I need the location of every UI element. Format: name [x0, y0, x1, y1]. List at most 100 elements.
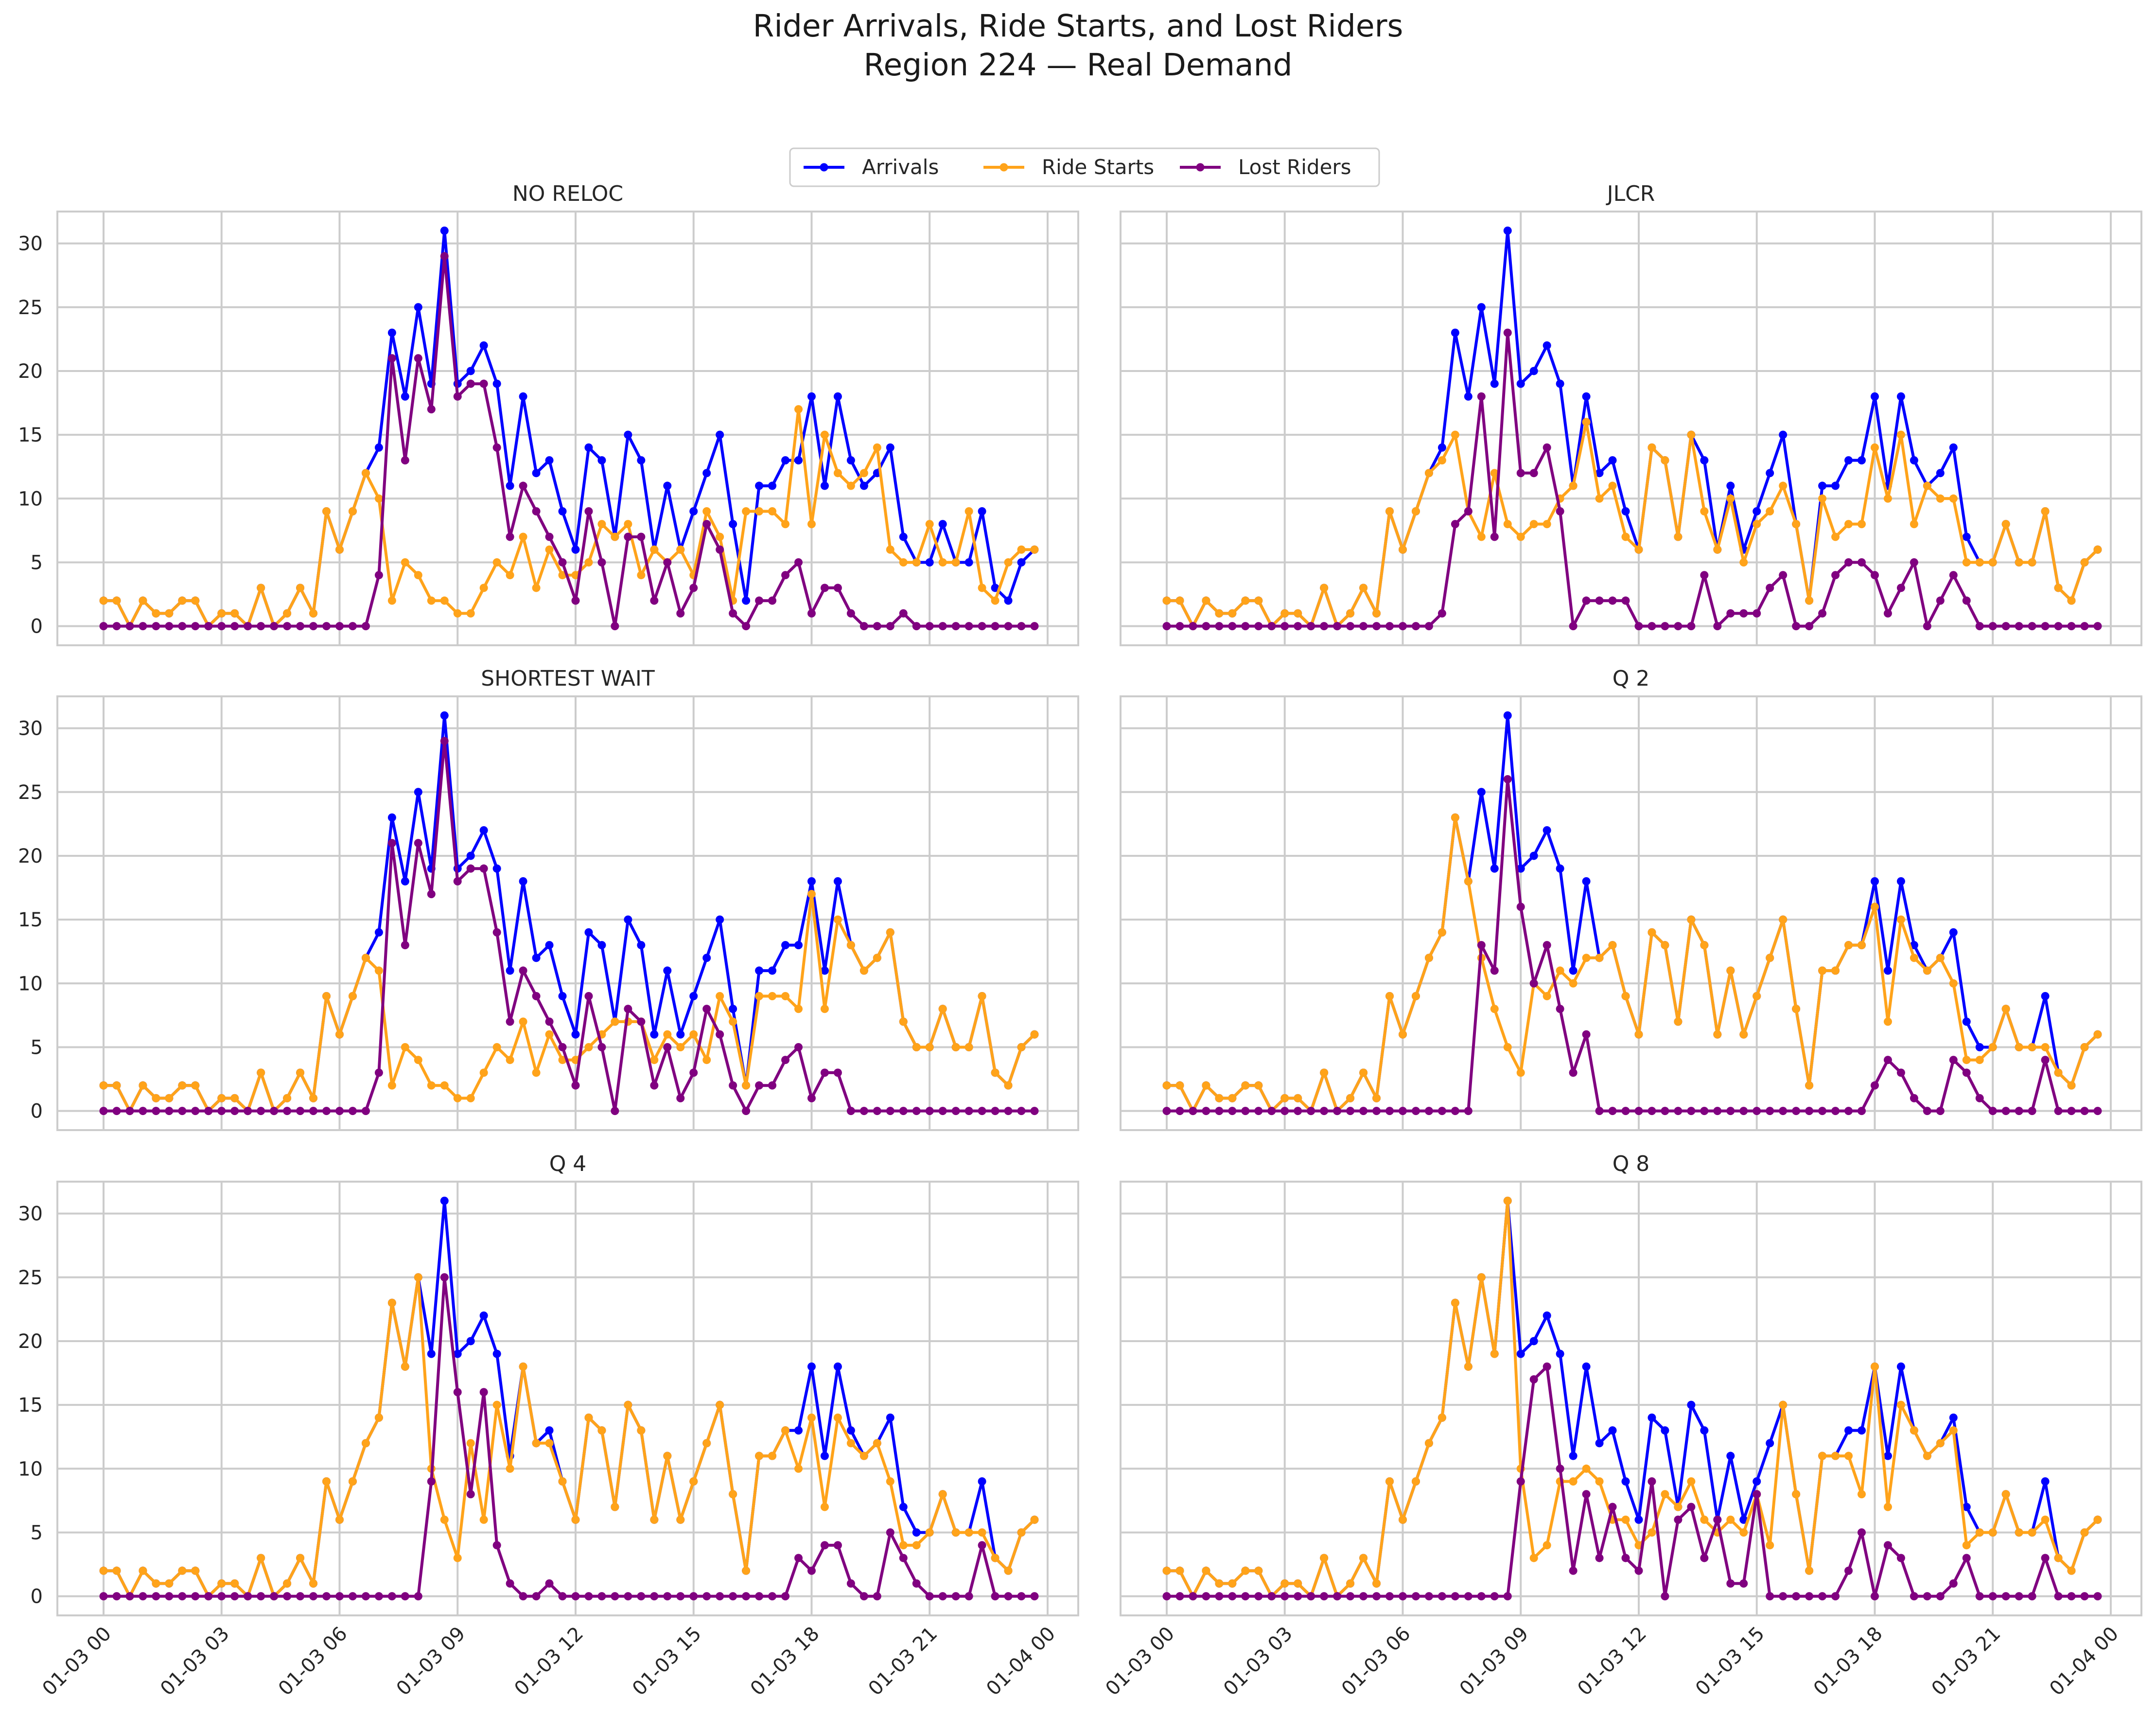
data-point	[479, 1388, 488, 1397]
data-point	[1451, 328, 1459, 337]
data-point	[1936, 469, 1945, 478]
data-point	[191, 1081, 200, 1090]
data-point	[1713, 1515, 1722, 1524]
data-point	[1516, 1477, 1525, 1486]
data-point	[1753, 609, 1761, 618]
data-point	[1569, 1477, 1578, 1486]
data-point	[466, 367, 475, 375]
data-point	[1411, 1592, 1420, 1601]
data-point	[112, 1566, 121, 1575]
data-point	[702, 1439, 711, 1448]
data-point	[1634, 622, 1643, 631]
data-point	[1228, 1107, 1237, 1116]
data-point	[1280, 1579, 1289, 1588]
data-point	[414, 788, 422, 797]
data-point	[1883, 494, 1892, 503]
data-point	[309, 1592, 318, 1601]
data-point	[1424, 622, 1433, 631]
data-point	[1280, 1094, 1289, 1102]
data-point	[479, 1515, 488, 1524]
data-point	[230, 609, 239, 618]
data-point	[348, 507, 357, 516]
data-point	[1923, 622, 1931, 631]
data-point	[466, 851, 475, 860]
legend-swatch-marker	[1196, 163, 1205, 172]
data-point	[859, 469, 868, 478]
data-point	[1634, 545, 1643, 554]
data-point	[283, 1579, 292, 1588]
data-point	[991, 1107, 999, 1116]
data-point	[2093, 545, 2102, 554]
data-point	[807, 890, 816, 899]
data-point	[1228, 622, 1237, 631]
data-point	[938, 1005, 947, 1013]
data-point	[492, 558, 501, 567]
data-point	[440, 226, 449, 235]
series-line-ride-starts	[104, 407, 1034, 628]
data-point	[2041, 1477, 2050, 1486]
data-point	[2041, 1056, 2050, 1064]
data-point	[1858, 520, 1866, 529]
data-point	[1910, 1592, 1918, 1601]
data-point	[1883, 609, 1892, 618]
data-point	[1674, 532, 1683, 541]
data-point	[348, 622, 357, 631]
data-point	[453, 1554, 462, 1562]
data-point	[1215, 1094, 1224, 1102]
data-point	[1490, 1592, 1499, 1601]
data-point	[374, 494, 383, 503]
data-point	[1241, 596, 1250, 605]
data-point	[1910, 941, 1918, 950]
data-point	[1582, 1030, 1591, 1039]
data-point	[1437, 443, 1446, 452]
data-point	[846, 1107, 855, 1116]
data-point	[650, 1056, 659, 1064]
data-point	[859, 966, 868, 975]
data-point	[768, 1592, 777, 1601]
data-point	[807, 877, 816, 886]
data-point	[1254, 1081, 1263, 1090]
data-point	[571, 1081, 580, 1090]
data-point	[1896, 1554, 1905, 1562]
data-point	[1988, 1043, 1997, 1051]
data-point	[978, 584, 986, 592]
data-point	[1569, 1566, 1578, 1575]
data-point	[1674, 622, 1683, 631]
data-point	[1831, 1107, 1840, 1116]
data-point	[296, 1554, 305, 1562]
data-point	[519, 1017, 527, 1026]
data-point	[873, 443, 881, 452]
data-point	[348, 1107, 357, 1116]
data-point	[1294, 1579, 1302, 1588]
data-point	[1792, 1005, 1801, 1013]
data-point	[112, 596, 121, 605]
x-tick-label: 01-03 12	[1573, 1623, 1651, 1700]
data-point	[650, 1592, 659, 1601]
data-point	[912, 1043, 921, 1051]
data-point	[859, 481, 868, 490]
data-point	[545, 1017, 554, 1026]
data-point	[230, 1579, 239, 1588]
data-point	[1949, 1413, 1958, 1422]
data-point	[270, 1107, 279, 1116]
data-point	[729, 1592, 737, 1601]
data-point	[1241, 622, 1250, 631]
data-point	[1385, 622, 1394, 631]
data-point	[1700, 571, 1709, 580]
panel-1: 0 5 10 15 20 25 30 NO RELOC	[18, 181, 1079, 646]
data-point	[716, 545, 724, 554]
data-point	[1529, 851, 1538, 860]
data-point	[545, 941, 554, 950]
data-point	[637, 532, 646, 541]
data-point	[1162, 1566, 1171, 1575]
data-point	[1004, 1081, 1013, 1090]
data-point	[1805, 1592, 1814, 1601]
data-point	[374, 443, 383, 452]
data-point	[1870, 443, 1879, 452]
data-point	[283, 1107, 292, 1116]
data-point	[781, 520, 790, 529]
data-point	[1582, 392, 1591, 401]
y-tick-label: 15	[18, 424, 43, 446]
data-point	[414, 1592, 422, 1601]
data-point	[1687, 430, 1696, 439]
